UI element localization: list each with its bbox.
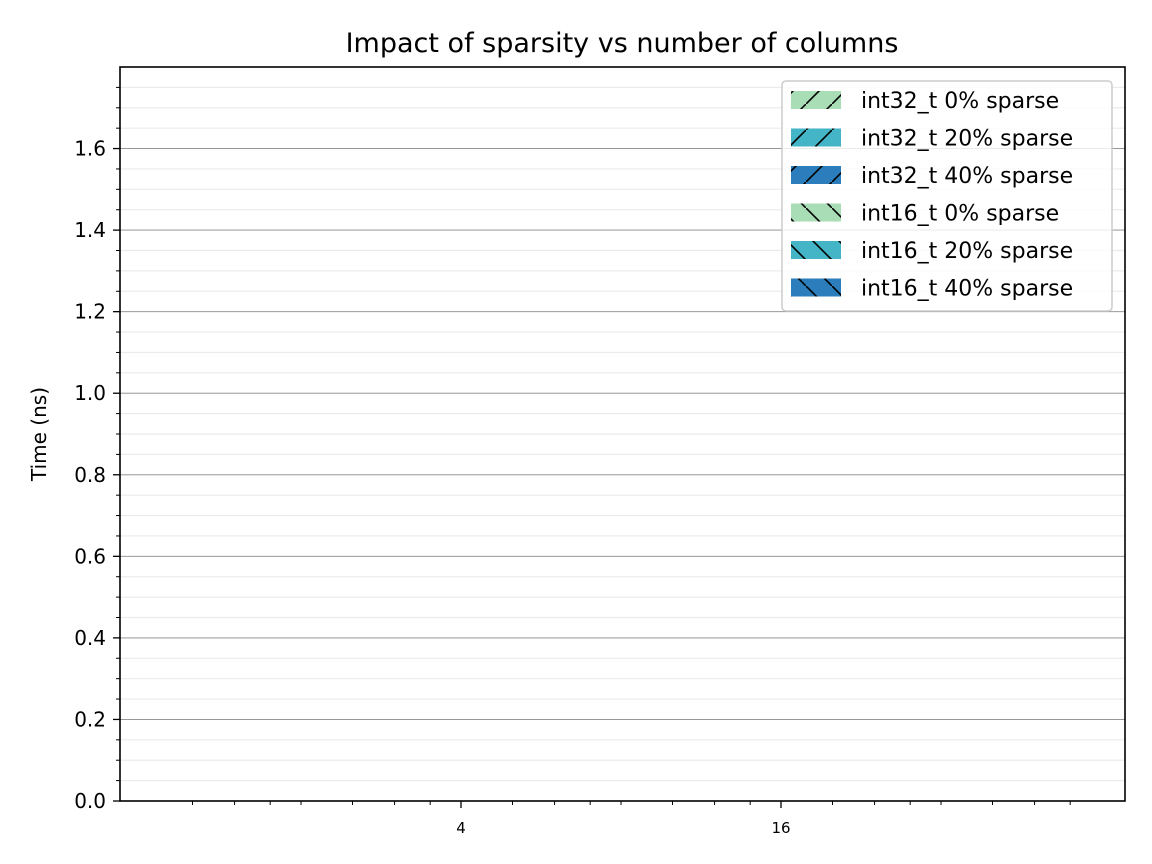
chart-title: Impact of sparsity vs number of columns: [346, 28, 899, 59]
y-tick-label: 0.2: [74, 707, 106, 731]
y-tick-label: 0.4: [74, 626, 106, 650]
legend-label: int16_t 40% sparse: [861, 277, 1073, 302]
legend: int32_t 0% sparse int32_t 20% sparse int32…: [781, 80, 1113, 312]
y-tick-label: 0.6: [74, 544, 106, 568]
y-tick-label: 1.6: [74, 137, 106, 161]
y-tick-label: 1.2: [74, 300, 106, 324]
legend-box: [781, 80, 1113, 312]
legend-label: int16_t 0% sparse: [861, 202, 1059, 227]
legend-label: int32_t 0% sparse: [861, 89, 1059, 114]
legend-label: int16_t 20% sparse: [861, 239, 1073, 264]
y-tick-label: 1.4: [74, 218, 106, 242]
legend-label: int32_t 20% sparse: [861, 127, 1073, 152]
legend-swatch-hatch: [791, 91, 841, 109]
legend-swatch-hatch: [791, 278, 841, 297]
x-tick-label: 4: [456, 819, 466, 837]
legend-swatch-hatch: [791, 128, 841, 147]
legend-label: int32_t 40% sparse: [861, 164, 1073, 189]
x-tick-label: 16: [771, 819, 790, 837]
y-tick-label: 0.8: [74, 463, 106, 487]
y-tick-label: 1.0: [74, 381, 106, 405]
legend-swatch-hatch: [791, 166, 841, 184]
y-tick-label: 0.0: [74, 789, 106, 813]
y-axis: 0.0 0.2 0.4 0.6 0.8 1.0 1.2 1.4 1.6: [74, 86, 120, 813]
x-axis: 4 16: [192, 801, 1071, 837]
legend-swatch-hatch: [791, 203, 841, 222]
y-axis-label: Time (ns): [27, 387, 51, 482]
legend-swatch-hatch: [791, 241, 841, 259]
